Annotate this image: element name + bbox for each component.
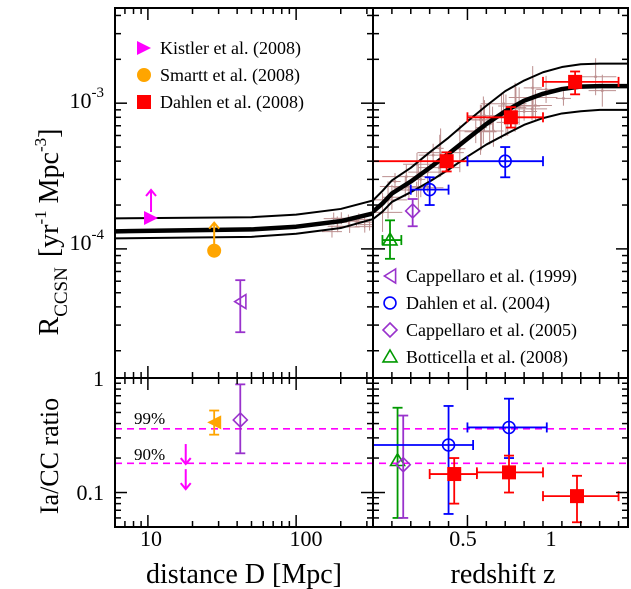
data-point [404, 202, 421, 220]
series-group-bottom_right [372, 397, 620, 524]
data-point [447, 467, 462, 482]
background-point [481, 118, 485, 122]
legend-marker [137, 95, 151, 109]
x-tick-label-1: 1 [546, 526, 557, 551]
label-99-percent: 99% [134, 409, 165, 428]
legend-label: Dahlen et al. (2008) [160, 92, 304, 113]
legend-marker [383, 296, 397, 310]
legend-label: Kistler et al. (2008) [160, 38, 301, 59]
upper-limit-arrow-head [179, 457, 192, 466]
model-curve-lower [115, 218, 373, 240]
lower-limit-arrow-head [208, 221, 220, 230]
data-point [395, 456, 412, 473]
data-point [441, 438, 456, 452]
x-axis-label-right: redshift z [451, 559, 556, 589]
legend-label: Cappellaro et al. (2005) [406, 320, 577, 341]
x-tick-label-0.5: 0.5 [449, 526, 477, 551]
data-point [439, 154, 454, 169]
x-tick-label-100: 100 [290, 526, 323, 551]
plot-frames [114, 7, 629, 528]
data-point [570, 489, 584, 504]
model-curve-lower [373, 108, 628, 220]
legend-marker [137, 68, 151, 82]
x-axis-label-left: distance D [Mpc] [146, 559, 342, 589]
data-point [502, 420, 516, 435]
legend-label: Botticella et al. (2008) [406, 347, 568, 368]
y-axis-label-bottom: Ia/CC ratio [35, 398, 64, 514]
background-point [431, 153, 435, 157]
legend-marker [137, 41, 151, 55]
series-group-top_right [372, 70, 620, 260]
model-band-top_right [373, 62, 628, 220]
legend-marker [382, 267, 397, 285]
series-group-top_left [144, 188, 247, 334]
data-point [207, 415, 222, 430]
background-point [522, 110, 526, 113]
plot-data-layer [115, 58, 628, 524]
legend-label: Cappellaro et al. (1999) [406, 266, 577, 287]
y-tick-label-1e-3: 10-3 [70, 85, 105, 113]
legend-marker [381, 348, 399, 363]
panel-frame-bottom_right [372, 377, 629, 528]
data-point [502, 465, 516, 480]
legend-label: Dahlen et al. (2004) [406, 293, 550, 314]
lower-limit-arrow-head [145, 188, 157, 197]
background-point [594, 75, 598, 79]
background-point [404, 175, 408, 179]
data-point [422, 182, 437, 197]
label-90-percent: 90% [134, 445, 165, 464]
data-point [144, 210, 159, 225]
legend-label: Smartt et al. (2008) [160, 65, 300, 86]
data-point [233, 293, 247, 311]
background-point [393, 180, 397, 183]
y-tick-label-0.1: 0.1 [77, 480, 105, 505]
y-axis-label-top: RCCSN[yr-1 Mpc-3] [31, 129, 72, 336]
data-point [503, 110, 518, 125]
background-point [562, 96, 565, 100]
data-point [381, 231, 399, 246]
background-point [407, 188, 411, 192]
plot-text-layer: RCCSN[yr-1 Mpc-3] Ia/CC ratio distance D… [31, 85, 557, 589]
model-curve-upper [373, 62, 628, 202]
background-point [600, 89, 604, 93]
x-tick-label-10: 10 [140, 526, 162, 551]
background-point [544, 87, 548, 91]
series-group-bottom_left [179, 383, 249, 491]
legends: Kistler et al. (2008) Smartt et al. (2008… [137, 38, 577, 368]
model-curve-central [115, 211, 373, 234]
data-point [498, 154, 512, 168]
y-tick-label-1: 1 [93, 366, 104, 391]
y-tick-label-1e-4: 10-4 [70, 227, 105, 255]
upper-limit-arrow-head [179, 482, 192, 491]
background-point [438, 146, 442, 150]
background-point [419, 178, 423, 181]
background-point [502, 102, 505, 106]
model-curve-upper [115, 199, 373, 220]
data-point [568, 74, 583, 89]
model-band-top_left [115, 199, 373, 240]
data-point [232, 411, 249, 429]
data-point [207, 243, 222, 258]
legend-marker [381, 321, 399, 339]
